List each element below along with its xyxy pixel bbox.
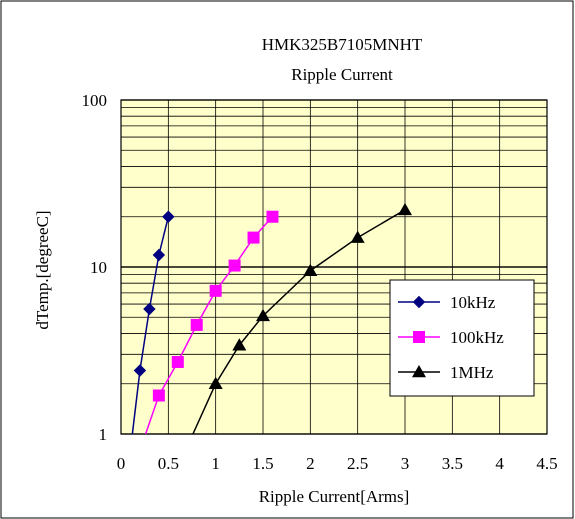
legend-marker-1mhz [412, 365, 426, 378]
data-point-100khz [266, 210, 279, 223]
legend-marker-100khz [413, 331, 425, 343]
data-point-1mhz [398, 202, 412, 216]
x-tick-label: 2 [306, 454, 315, 473]
x-tick-label: 2.5 [347, 454, 368, 473]
legend: 10kHz 100kHz 1MHz [389, 279, 535, 397]
x-tick-label: 3 [401, 454, 410, 473]
chart-subtitle: Ripple Current [291, 65, 393, 84]
x-axis-label: Ripple Current[Arms] [259, 487, 410, 506]
data-point-100khz [190, 318, 203, 331]
data-point-100khz [171, 355, 184, 368]
data-point-1mhz [208, 376, 223, 389]
legend-label-10khz: 10kHz [450, 293, 496, 312]
data-point-100khz [152, 389, 165, 402]
data-point-1mhz [350, 230, 365, 243]
data-point-100khz [247, 231, 260, 244]
chart-title: HMK325B7105MNHT [262, 35, 423, 54]
data-point-1mhz [303, 263, 318, 276]
y-tick-label: 1 [99, 425, 108, 444]
data-point-1mhz [232, 338, 247, 351]
legend-label-100khz: 100kHz [450, 328, 504, 347]
legend-label-1mhz: 1MHz [450, 363, 494, 382]
y-tick-label: 10 [90, 258, 107, 277]
plot-area: 0 0.5 1 1.5 2 2.5 3 3.5 4 4.5 1 10 100 [82, 91, 558, 473]
data-point-100khz [228, 259, 241, 272]
y-tick-label: 100 [82, 91, 108, 110]
data-point-1mhz [256, 308, 270, 322]
x-tick-label: 1 [211, 454, 220, 473]
data-point-10khz [152, 248, 166, 262]
plot-border [120, 99, 548, 435]
x-tick-label: 4 [495, 454, 504, 473]
x-tick-label: 3.5 [442, 454, 463, 473]
x-tick-label: 0 [117, 454, 126, 473]
x-tick-label: 4.5 [536, 454, 557, 473]
data-point-100khz [209, 284, 222, 297]
data-point-10khz [133, 364, 147, 377]
x-tick-label: 1.5 [252, 454, 273, 473]
data-point-10khz [162, 210, 175, 223]
data-point-10khz [143, 302, 156, 316]
x-tick-label: 0.5 [158, 454, 179, 473]
y-axis-label: dTemp.[degreeC] [33, 210, 52, 329]
legend-marker-10khz [412, 295, 426, 309]
